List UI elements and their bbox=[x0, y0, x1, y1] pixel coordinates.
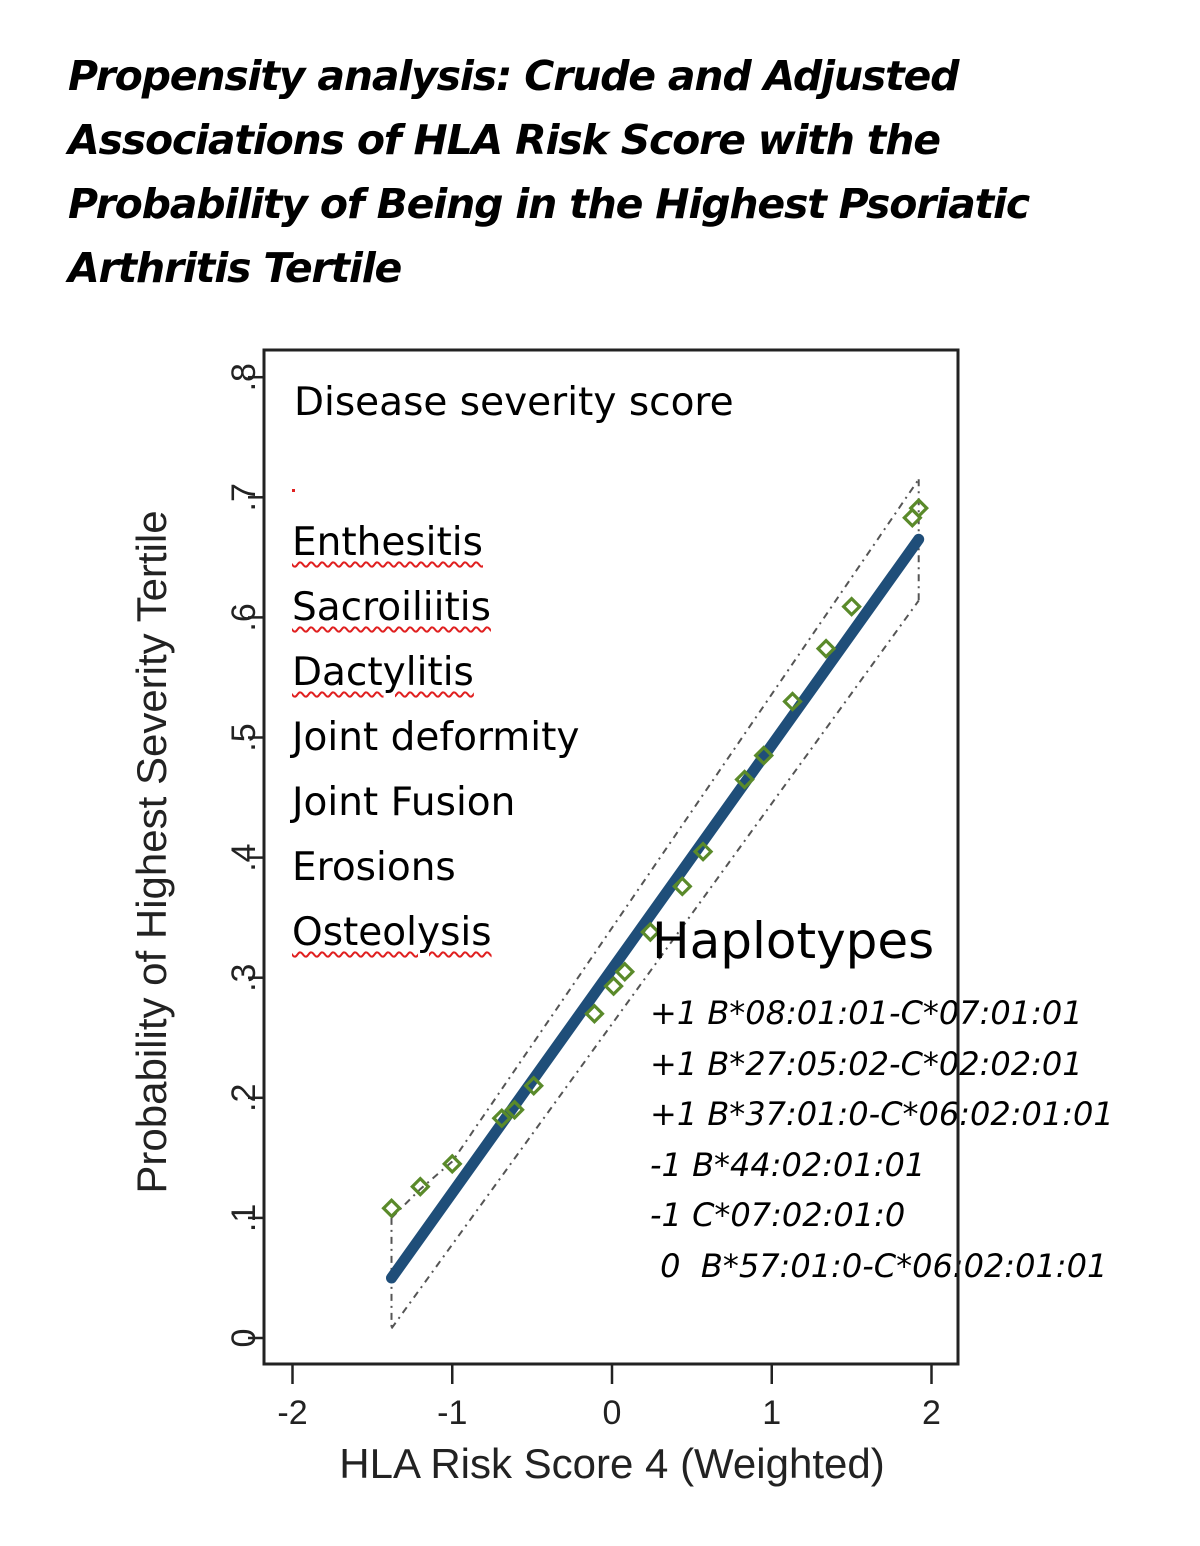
spellcheck-mark bbox=[292, 489, 295, 492]
x-tick-label: 1 bbox=[762, 1394, 781, 1432]
haplotype-item: -1 B*44:02:01:01 bbox=[650, 1145, 926, 1184]
y-tick-label: 0 bbox=[225, 1329, 263, 1348]
plot-series bbox=[381, 478, 929, 1329]
data-point-diamond bbox=[614, 961, 636, 982]
data-point-diamond bbox=[692, 841, 714, 862]
haplotype-item: -1 C*07:02:01:0 bbox=[650, 1196, 906, 1234]
adjusted-fit-line bbox=[386, 533, 925, 1284]
x-tick-label: -2 bbox=[277, 1394, 307, 1432]
data-point-diamond bbox=[734, 769, 755, 790]
data-point-diamond bbox=[753, 745, 775, 766]
severity-item: Joint deformity bbox=[292, 715, 580, 760]
severity-item: Erosions bbox=[292, 845, 456, 890]
title-line-2: Associations of HLA Risk Score with the bbox=[68, 116, 941, 164]
data-point-diamond bbox=[381, 1198, 402, 1219]
data-point-diamond bbox=[908, 497, 929, 519]
data-point-diamond bbox=[815, 638, 837, 659]
x-tick-label: -1 bbox=[437, 1394, 467, 1432]
haplotype-item: +1 B*08:01:01-C*07:01:01 bbox=[650, 994, 1083, 1032]
severity-item: Dactylitis bbox=[292, 650, 474, 695]
severity-item: Enthesitis bbox=[292, 520, 483, 565]
data-point-diamond bbox=[523, 1075, 544, 1097]
y-tick-label: .3 bbox=[225, 964, 263, 992]
data-point-diamond bbox=[491, 1107, 513, 1129]
y-tick-label: .5 bbox=[225, 723, 263, 751]
title-line-1: Propensity analysis: Crude and Adjusted bbox=[68, 52, 959, 100]
y-axis: 0 .1 .2 .3 .4 .5 .6 .7 .8 bbox=[225, 363, 264, 1347]
severity-item: Sacroiliitis bbox=[292, 585, 491, 630]
title-line-3: Probability of Being in the Highest Psor… bbox=[68, 180, 1030, 228]
chart-title: Propensity analysis: Crude and Adjusted … bbox=[68, 44, 1128, 300]
haplotype-item: +1 B*27:05:02-C*02:02:01 bbox=[650, 1044, 1083, 1083]
x-axis: -2 -1 0 1 2 bbox=[277, 1364, 941, 1432]
data-point-diamond bbox=[640, 921, 661, 943]
data-point-diamond bbox=[584, 1003, 605, 1024]
y-tick-label: .1 bbox=[225, 1204, 263, 1232]
data-point-diamond bbox=[603, 975, 624, 997]
y-tick-label: .8 bbox=[225, 363, 263, 391]
severity-list: Enthesitis Sacroiliitis Dactylitis Joint… bbox=[292, 510, 580, 965]
haplotype-item: +1 B*37:01:0-C*06:02:01:01 bbox=[650, 1095, 1114, 1133]
severity-heading: Disease severity score bbox=[294, 380, 734, 425]
data-point-diamond bbox=[410, 1176, 431, 1197]
data-point-diamond bbox=[841, 596, 862, 617]
data-point-diamond bbox=[782, 691, 803, 712]
data-point-diamond bbox=[504, 1099, 525, 1121]
haplotypes-heading: Haplotypes bbox=[652, 912, 935, 970]
y-tick-label: .6 bbox=[225, 603, 263, 631]
severity-item: Osteolysis bbox=[292, 910, 492, 955]
y-axis-title: Probability of Highest Severity Tertile bbox=[128, 510, 175, 1193]
x-axis-title: HLA Risk Score 4 (Weighted) bbox=[339, 1440, 884, 1487]
haplotype-item: 0 B*57:01:0-C*06:02:01:01 bbox=[650, 1246, 1108, 1285]
title-line-4: Arthritis Tertile bbox=[68, 244, 402, 292]
severity-item: Joint Fusion bbox=[292, 780, 516, 825]
lower-ci-line bbox=[390, 600, 920, 1329]
haplotypes-list: +1 B*08:01:01-C*07:01:01 +1 B*27:05:02-C… bbox=[650, 988, 1114, 1291]
y-tick-label: .7 bbox=[225, 483, 263, 511]
y-tick-label: .4 bbox=[225, 843, 263, 871]
y-tick-label: .2 bbox=[225, 1084, 263, 1112]
upper-ci-line bbox=[390, 478, 920, 1219]
data-point-diamond bbox=[672, 876, 693, 897]
data-point-diamond bbox=[441, 1153, 463, 1175]
x-tick-label: 2 bbox=[922, 1394, 941, 1432]
x-tick-label: 0 bbox=[603, 1394, 622, 1432]
